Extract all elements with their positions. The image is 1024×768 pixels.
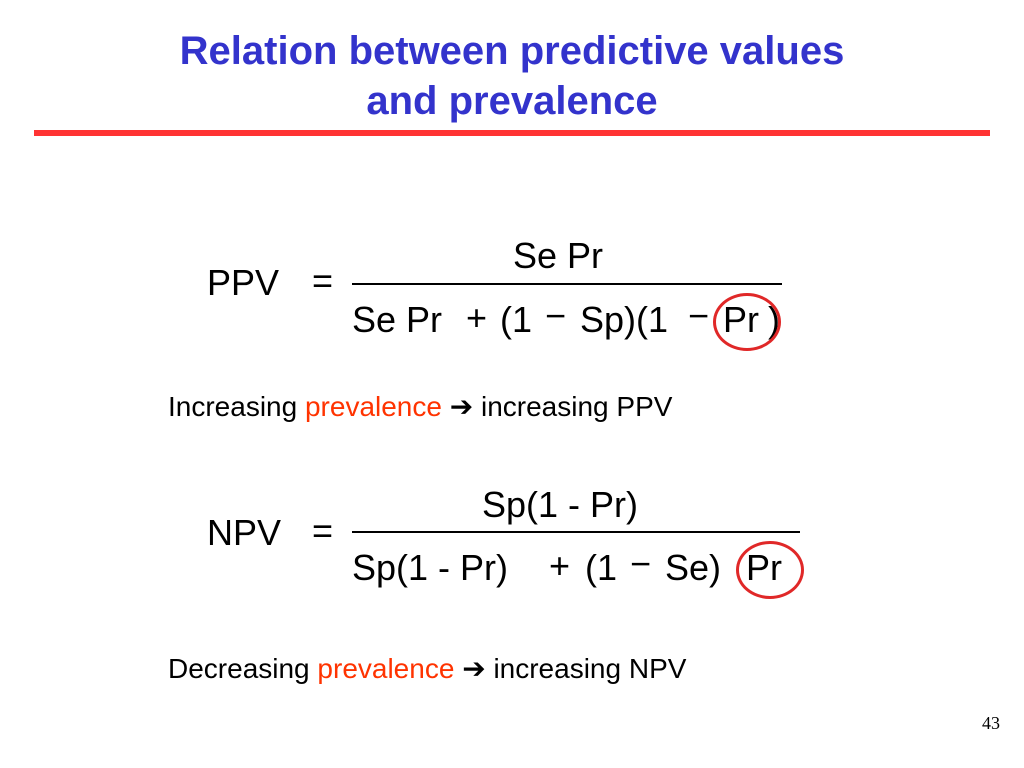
arrow-right-icon: ➔ [462, 653, 486, 684]
npv-statement-prefix: Decreasing [168, 653, 310, 684]
ppv-equals: = [312, 260, 334, 301]
ppv-den-minus: − [545, 295, 567, 336]
ppv-den-plus: + [466, 297, 488, 338]
npv-statement-highlight: prevalence [317, 653, 455, 684]
slide-title: Relation between predictive values and p… [0, 26, 1024, 126]
npv-den-plus: + [549, 545, 571, 586]
page-number: 43 [982, 713, 1000, 733]
ppv-fraction-bar [352, 283, 782, 285]
npv-statement-suffix: increasing NPV [493, 653, 687, 684]
ppv-statement-suffix: increasing PPV [480, 391, 673, 422]
npv-pr-highlight-circle [736, 541, 804, 599]
title-divider [34, 130, 990, 136]
npv-den-part1: Sp(1 - Pr) [352, 547, 509, 588]
ppv-den-part3: Sp)(1 [580, 299, 669, 340]
npv-numerator: Sp(1 - Pr) [482, 484, 639, 525]
ppv-statement: Increasing prevalence ➔ increasing PPV [168, 390, 672, 423]
ppv-den-part1: Se Pr [352, 299, 443, 340]
npv-equals: = [312, 510, 334, 551]
ppv-numerator: Se Pr [513, 235, 604, 276]
npv-lhs: NPV [207, 512, 282, 553]
ppv-den-minus-2: − [688, 295, 710, 336]
arrow-right-icon: ➔ [449, 391, 474, 422]
npv-den-part3: Se) [665, 547, 722, 588]
ppv-statement-highlight: prevalence [304, 391, 442, 422]
ppv-lhs: PPV [207, 262, 280, 303]
npv-den-minus: − [630, 543, 652, 584]
npv-fraction-bar [352, 531, 800, 533]
ppv-den-part2: (1 [500, 299, 533, 340]
npv-den-part2: (1 [585, 547, 618, 588]
ppv-pr-highlight-circle [713, 293, 781, 351]
ppv-statement-prefix: Increasing [168, 391, 298, 422]
title-line-1: Relation between predictive values [179, 29, 845, 73]
title-line-2: and prevalence [366, 79, 658, 123]
npv-statement: Decreasing prevalence ➔ increasing NPV [168, 652, 686, 685]
